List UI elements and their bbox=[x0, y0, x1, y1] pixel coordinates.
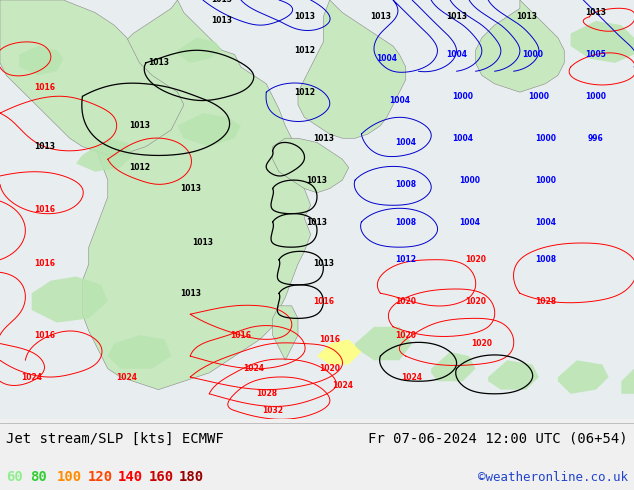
Text: 1028: 1028 bbox=[534, 297, 556, 306]
Polygon shape bbox=[273, 306, 298, 360]
Text: 1013: 1013 bbox=[313, 259, 334, 269]
Text: 1012: 1012 bbox=[395, 255, 417, 264]
Polygon shape bbox=[571, 21, 634, 63]
Text: 1004: 1004 bbox=[376, 54, 398, 63]
Text: 1000: 1000 bbox=[522, 50, 543, 59]
Text: 1000: 1000 bbox=[452, 92, 474, 101]
Polygon shape bbox=[0, 0, 184, 155]
Text: 1000: 1000 bbox=[585, 92, 607, 101]
Text: 1013: 1013 bbox=[148, 58, 169, 67]
Polygon shape bbox=[76, 138, 133, 172]
Text: 1013: 1013 bbox=[34, 142, 55, 151]
Polygon shape bbox=[19, 46, 63, 75]
Text: 996: 996 bbox=[588, 134, 604, 143]
Text: 120: 120 bbox=[87, 470, 113, 484]
Text: 60: 60 bbox=[6, 470, 23, 484]
Text: 1008: 1008 bbox=[395, 218, 417, 226]
Text: 1024: 1024 bbox=[332, 381, 353, 390]
Polygon shape bbox=[431, 352, 476, 381]
Text: 1016: 1016 bbox=[230, 331, 252, 340]
Text: 1013: 1013 bbox=[211, 17, 233, 25]
Text: 100: 100 bbox=[57, 470, 82, 484]
Text: 1024: 1024 bbox=[401, 372, 423, 382]
Text: ©weatheronline.co.uk: ©weatheronline.co.uk bbox=[477, 471, 628, 484]
Text: 1020: 1020 bbox=[465, 255, 486, 264]
Polygon shape bbox=[108, 335, 171, 368]
Text: 1020: 1020 bbox=[471, 339, 493, 348]
Text: 180: 180 bbox=[179, 470, 204, 484]
Polygon shape bbox=[317, 340, 361, 365]
Text: 1000: 1000 bbox=[528, 92, 550, 101]
Text: 1016: 1016 bbox=[34, 83, 55, 93]
Text: 1012: 1012 bbox=[129, 163, 150, 172]
Text: 1013: 1013 bbox=[306, 218, 328, 226]
Text: 1013: 1013 bbox=[179, 289, 201, 298]
Polygon shape bbox=[273, 138, 349, 193]
Text: 1016: 1016 bbox=[34, 205, 55, 214]
Text: Jet stream/SLP [kts] ECMWF: Jet stream/SLP [kts] ECMWF bbox=[6, 432, 224, 446]
Polygon shape bbox=[476, 0, 564, 92]
Text: Fr 07-06-2024 12:00 UTC (06+54): Fr 07-06-2024 12:00 UTC (06+54) bbox=[368, 432, 628, 446]
Polygon shape bbox=[355, 327, 412, 360]
Text: 1004: 1004 bbox=[446, 50, 467, 59]
Text: 1012: 1012 bbox=[294, 88, 315, 97]
Text: 1005: 1005 bbox=[586, 50, 606, 59]
Text: 1004: 1004 bbox=[452, 134, 474, 143]
Text: 1004: 1004 bbox=[458, 218, 480, 226]
Polygon shape bbox=[82, 0, 311, 390]
Text: 1000: 1000 bbox=[534, 134, 556, 143]
Text: 1013: 1013 bbox=[313, 134, 334, 143]
Text: 1020: 1020 bbox=[395, 297, 417, 306]
Text: 1032: 1032 bbox=[262, 406, 283, 415]
Text: 1020: 1020 bbox=[465, 297, 486, 306]
Text: 1013: 1013 bbox=[306, 175, 328, 185]
Text: 1016: 1016 bbox=[313, 297, 334, 306]
Text: 1013: 1013 bbox=[192, 239, 214, 247]
Polygon shape bbox=[558, 360, 609, 394]
Polygon shape bbox=[178, 38, 222, 63]
Text: 1020: 1020 bbox=[395, 331, 417, 340]
Text: 160: 160 bbox=[148, 470, 174, 484]
Text: 1013: 1013 bbox=[585, 8, 607, 17]
Text: 80: 80 bbox=[30, 470, 47, 484]
Text: 1024: 1024 bbox=[243, 364, 264, 373]
Text: 1013: 1013 bbox=[446, 12, 467, 21]
Text: 1024: 1024 bbox=[21, 372, 42, 382]
Text: 1016: 1016 bbox=[34, 259, 55, 269]
Text: 1013: 1013 bbox=[211, 0, 233, 4]
Text: 1013: 1013 bbox=[370, 12, 391, 21]
Text: 1004: 1004 bbox=[534, 218, 556, 226]
Text: 1020: 1020 bbox=[319, 364, 340, 373]
Text: 140: 140 bbox=[118, 470, 143, 484]
Text: 1012: 1012 bbox=[294, 46, 315, 55]
Text: 1013: 1013 bbox=[179, 184, 201, 193]
Text: 1000: 1000 bbox=[534, 175, 556, 185]
Text: 1016: 1016 bbox=[319, 335, 340, 344]
Text: 1024: 1024 bbox=[116, 372, 138, 382]
Text: 1013: 1013 bbox=[515, 12, 537, 21]
Text: 1013: 1013 bbox=[294, 12, 315, 21]
Polygon shape bbox=[298, 0, 406, 138]
Text: 1004: 1004 bbox=[395, 138, 417, 147]
Text: 1016: 1016 bbox=[34, 331, 55, 340]
Text: 1000: 1000 bbox=[458, 175, 480, 185]
Polygon shape bbox=[621, 368, 634, 394]
Polygon shape bbox=[488, 360, 539, 390]
Text: 1004: 1004 bbox=[389, 96, 410, 105]
Polygon shape bbox=[32, 276, 108, 322]
Text: 1013: 1013 bbox=[129, 121, 150, 130]
Text: 1008: 1008 bbox=[395, 180, 417, 189]
Text: 1008: 1008 bbox=[534, 255, 556, 264]
Text: 1028: 1028 bbox=[256, 390, 277, 398]
Polygon shape bbox=[178, 113, 241, 147]
